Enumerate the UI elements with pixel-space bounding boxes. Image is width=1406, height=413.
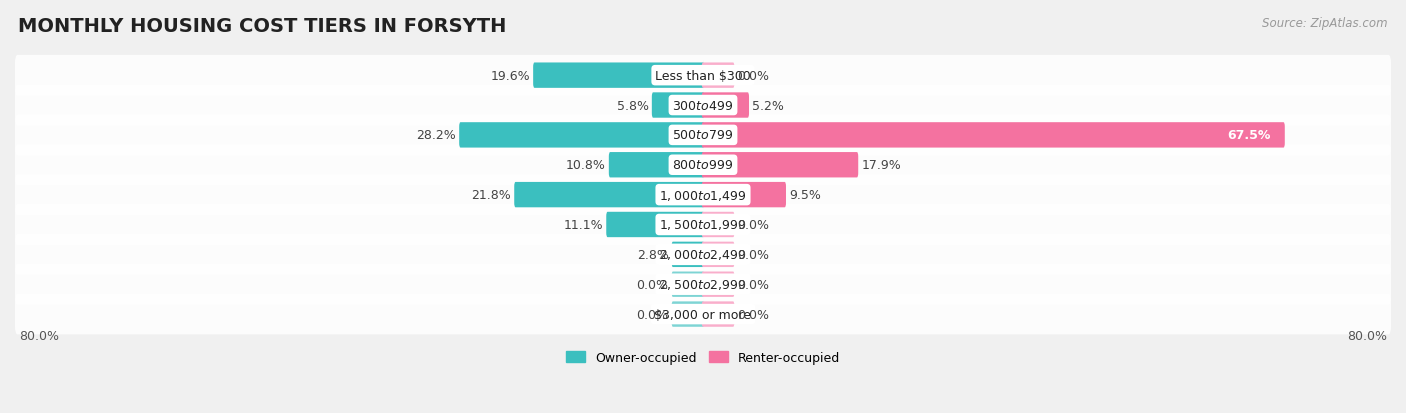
Text: $500 to $799: $500 to $799 [672,129,734,142]
FancyBboxPatch shape [15,85,1391,126]
FancyBboxPatch shape [672,301,704,327]
Text: $2,000 to $2,499: $2,000 to $2,499 [659,248,747,262]
FancyBboxPatch shape [15,56,1391,96]
Text: 19.6%: 19.6% [491,69,530,83]
Text: 10.8%: 10.8% [567,159,606,172]
FancyBboxPatch shape [15,294,1391,335]
Text: $1,000 to $1,499: $1,000 to $1,499 [659,188,747,202]
FancyBboxPatch shape [702,272,734,297]
Text: Less than $300: Less than $300 [655,69,751,83]
Text: $300 to $499: $300 to $499 [672,99,734,112]
Text: 0.0%: 0.0% [737,218,769,231]
Text: $2,500 to $2,999: $2,500 to $2,999 [659,278,747,292]
Text: 17.9%: 17.9% [862,159,901,172]
FancyBboxPatch shape [672,272,704,297]
FancyBboxPatch shape [15,175,1391,216]
FancyBboxPatch shape [515,183,704,208]
FancyBboxPatch shape [15,115,1391,156]
FancyBboxPatch shape [15,264,1391,305]
FancyBboxPatch shape [702,63,734,89]
Text: 0.0%: 0.0% [637,278,669,291]
FancyBboxPatch shape [15,205,1391,245]
FancyBboxPatch shape [652,93,704,119]
FancyBboxPatch shape [15,145,1391,185]
FancyBboxPatch shape [460,123,704,148]
Text: MONTHLY HOUSING COST TIERS IN FORSYTH: MONTHLY HOUSING COST TIERS IN FORSYTH [18,17,506,36]
FancyBboxPatch shape [672,242,704,267]
FancyBboxPatch shape [15,235,1391,275]
Text: 9.5%: 9.5% [789,189,821,202]
Text: 5.8%: 5.8% [617,99,648,112]
FancyBboxPatch shape [609,153,704,178]
Text: 0.0%: 0.0% [637,308,669,321]
Text: 28.2%: 28.2% [416,129,456,142]
Text: 0.0%: 0.0% [737,278,769,291]
Text: 0.0%: 0.0% [737,69,769,83]
FancyBboxPatch shape [702,183,786,208]
Text: $3,000 or more: $3,000 or more [655,308,751,321]
FancyBboxPatch shape [702,212,734,237]
FancyBboxPatch shape [606,212,704,237]
Text: $800 to $999: $800 to $999 [672,159,734,172]
Text: 0.0%: 0.0% [737,248,769,261]
Text: 80.0%: 80.0% [20,329,59,342]
Text: 67.5%: 67.5% [1227,129,1271,142]
Text: 21.8%: 21.8% [471,189,512,202]
Text: $1,500 to $1,999: $1,500 to $1,999 [659,218,747,232]
Text: Source: ZipAtlas.com: Source: ZipAtlas.com [1263,17,1388,29]
FancyBboxPatch shape [702,93,749,119]
FancyBboxPatch shape [702,153,858,178]
Text: 5.2%: 5.2% [752,99,785,112]
Text: 2.8%: 2.8% [637,248,669,261]
FancyBboxPatch shape [702,301,734,327]
Text: 80.0%: 80.0% [1347,329,1386,342]
FancyBboxPatch shape [533,63,704,89]
Text: 11.1%: 11.1% [564,218,603,231]
Legend: Owner-occupied, Renter-occupied: Owner-occupied, Renter-occupied [561,346,845,369]
Text: 0.0%: 0.0% [737,308,769,321]
FancyBboxPatch shape [702,123,1285,148]
FancyBboxPatch shape [702,242,734,267]
